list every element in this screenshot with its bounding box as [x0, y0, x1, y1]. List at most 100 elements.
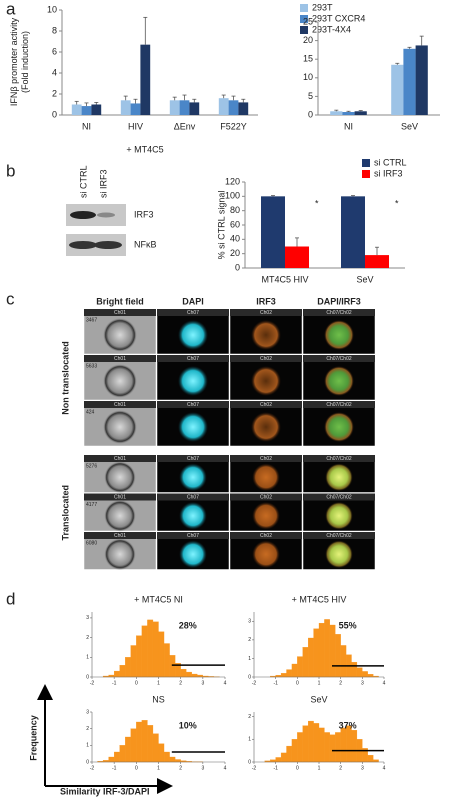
x-tick-label: 1 [157, 680, 160, 686]
tile-header [303, 355, 375, 362]
histogram-bar [280, 673, 287, 678]
tile-header [84, 493, 156, 501]
channel-tag: Ch07 [187, 356, 199, 362]
histogram-bar [313, 723, 320, 763]
blot-band [97, 212, 115, 218]
bar [391, 64, 404, 115]
histogram-bar [291, 739, 298, 763]
tile-header [157, 493, 229, 501]
histogram-bar [163, 751, 170, 763]
annotation: 37% [339, 720, 357, 730]
annotation: 55% [339, 620, 357, 630]
column-header: IRF3 [256, 296, 276, 306]
channel-tag: Ch07/Ch02 [326, 533, 352, 539]
tile-header [84, 401, 156, 408]
y-tick-label: 2 [86, 635, 89, 641]
cell [325, 540, 353, 569]
object-id: 424 [86, 409, 95, 415]
x-tick-label: 3 [361, 680, 364, 686]
cell [104, 538, 136, 571]
histogram-bar [169, 655, 176, 678]
channel-tag: Ch02 [260, 495, 272, 501]
histogram-bar [108, 756, 115, 763]
legend-swatch [362, 159, 370, 167]
cell [252, 540, 280, 569]
bar [415, 45, 428, 115]
histogram-bar [302, 725, 309, 763]
x-tick-label: 4 [383, 765, 386, 771]
x-tick-label: 3 [201, 765, 204, 771]
legend-label: 293T [312, 2, 333, 12]
channel-tag: Ch02 [260, 456, 272, 462]
tile-header [230, 401, 302, 408]
y-tick-label: 40 [230, 234, 240, 244]
column-header: DAPI/IRF3 [317, 296, 361, 306]
y-tick-label: 0 [308, 109, 313, 119]
y-tick-label: 100 [225, 191, 240, 201]
panel-label: c [6, 289, 15, 308]
x-tick-label: 2 [339, 765, 342, 771]
channel-tag: Ch01 [114, 495, 126, 501]
channel-tag: Ch07 [187, 533, 199, 539]
histogram-bar [318, 622, 325, 678]
x-tick-label: -1 [112, 680, 117, 686]
histogram-bar [313, 628, 320, 678]
histogram-bar [335, 634, 341, 678]
y-tick-label: 20 [230, 248, 240, 258]
cell [103, 364, 137, 398]
histogram-bar [158, 743, 165, 763]
histogram-bar [114, 751, 120, 763]
histogram-bar [191, 673, 198, 678]
panel-label: b [6, 161, 15, 180]
tile-header [84, 455, 156, 462]
cell [251, 320, 281, 350]
y-tick-label: 80 [230, 205, 240, 215]
y-tick-label: 6 [52, 46, 57, 56]
x-tick-label: F522Y [220, 121, 247, 131]
bar [71, 104, 82, 115]
y-tick-label: 0 [235, 262, 240, 272]
x-tick-label: 0 [296, 765, 299, 771]
tile-header [157, 455, 229, 462]
channel-tag: Ch07 [187, 402, 199, 408]
y-tick-label: 0 [248, 759, 251, 765]
cell [324, 320, 354, 350]
x-tick-label: 2 [339, 680, 342, 686]
channel-tag: Ch02 [260, 356, 272, 362]
y-tick-label: 5 [308, 91, 313, 101]
histogram-bar [308, 637, 314, 678]
histogram-bar [329, 624, 336, 678]
y-tick-label: 1 [248, 656, 251, 662]
histogram-bar [180, 668, 187, 678]
cell [252, 463, 280, 492]
channel-tag: Ch07/Ch02 [326, 310, 352, 316]
bar [285, 246, 309, 268]
bar [179, 100, 190, 115]
histogram-bar [130, 728, 137, 763]
bar [218, 98, 229, 115]
group-label: + MT4C5 [126, 144, 163, 154]
legend-swatch [300, 26, 308, 34]
bar [81, 106, 92, 115]
cell [251, 366, 281, 396]
legend-swatch [300, 15, 308, 23]
x-tick-label: -1 [273, 680, 278, 686]
tile-header [84, 532, 156, 539]
histogram-bar [119, 665, 126, 678]
histogram-bar [152, 621, 159, 678]
x-tick-label: 1 [318, 680, 321, 686]
y-tick-label: 1 [86, 743, 89, 749]
cell [325, 463, 353, 492]
bar [261, 196, 285, 268]
histogram-bar [119, 745, 126, 763]
y-tick-label: 60 [230, 219, 240, 229]
channel-tag: Ch07 [187, 310, 199, 316]
y-tick-label: 15 [303, 54, 313, 64]
y-tick-label: 1 [248, 737, 251, 743]
blot-band [94, 241, 122, 249]
x-tick-label: 2 [179, 765, 182, 771]
histogram-bar [324, 619, 330, 678]
y-tick-label: 3 [86, 615, 89, 621]
bar [330, 111, 343, 115]
x-tick-label: ΔEnv [174, 121, 196, 131]
